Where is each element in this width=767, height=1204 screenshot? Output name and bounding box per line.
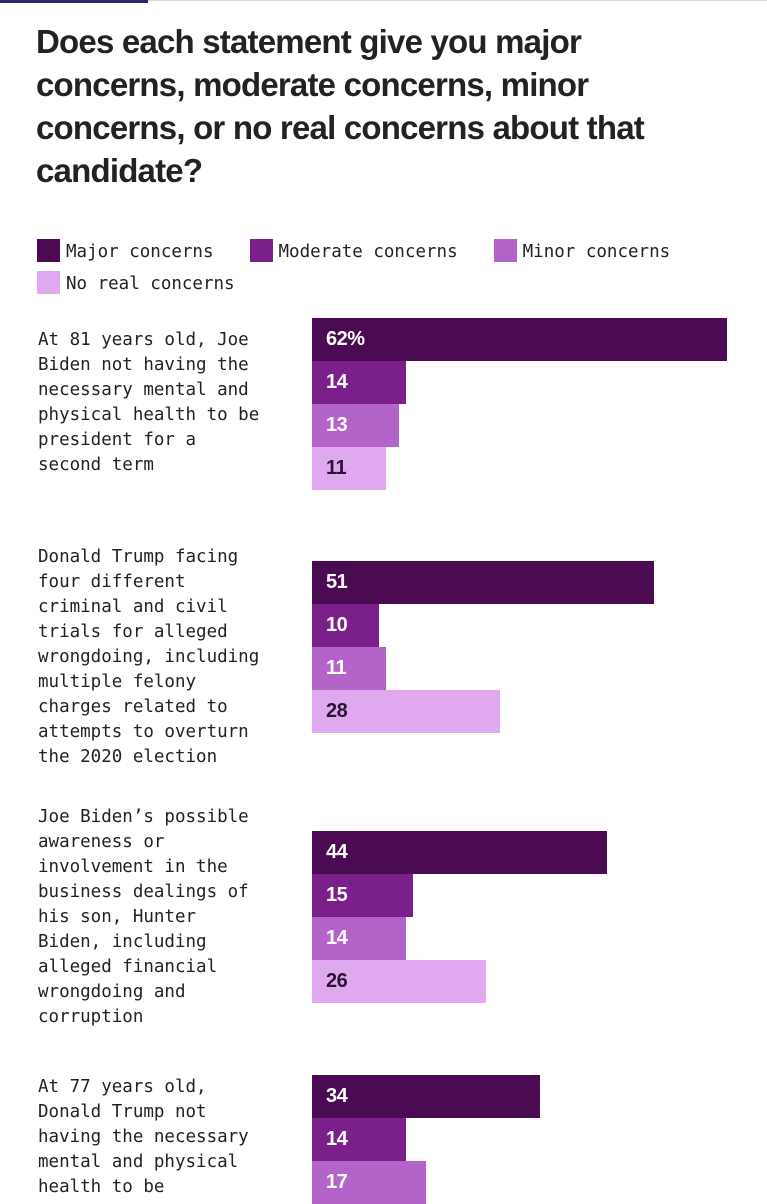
bar-value-label: 11 <box>326 457 347 479</box>
legend-label-major: Major concerns <box>66 242 214 262</box>
bar-moderate: 15 <box>312 874 413 917</box>
bar-value-label: 14 <box>326 927 348 949</box>
legend-label-moderate: Moderate concerns <box>278 242 458 262</box>
bar-value-label: 14 <box>326 371 348 393</box>
bar-none: 11 <box>312 447 386 490</box>
legend-label-minor: Minor concerns <box>522 242 671 262</box>
bar-value-label: 26 <box>326 970 348 992</box>
bar-value-label: 51 <box>326 571 348 593</box>
bar-value-label: 13 <box>326 414 348 436</box>
bar-none: 26 <box>312 960 487 1003</box>
bar-minor: 11 <box>312 647 386 690</box>
bar-moderate: 14 <box>312 1118 406 1161</box>
statement-label: Donald Trump facing four different crimi… <box>38 547 260 767</box>
bar-value-label: 11 <box>326 657 347 679</box>
legend-item-major: Major concerns <box>37 239 214 262</box>
legend-item-minor: Minor concerns <box>493 239 671 262</box>
bar-none: 28 <box>312 690 500 733</box>
legend-item-moderate: Moderate concerns <box>249 239 458 262</box>
bar-value-label: 44 <box>326 841 348 863</box>
top-divider <box>0 0 767 1</box>
bar-value-label: 34 <box>326 1085 348 1107</box>
statement-label: At 81 years old, Joe Biden not having th… <box>38 330 260 475</box>
statement-label: At 77 years old, Donald Trump not having… <box>38 1077 249 1197</box>
chart-title: Does each statement give you major conce… <box>36 23 645 189</box>
legend-swatch-moderate <box>249 239 273 262</box>
statement-label: Joe Biden’s possible awareness or involv… <box>38 807 249 1027</box>
bar-minor: 17 <box>312 1161 426 1204</box>
legend-swatch-major <box>37 239 60 262</box>
legend-item-none: No real concerns <box>37 271 235 294</box>
bar-major: 62% <box>312 318 728 361</box>
bar-value-label: 15 <box>326 884 348 906</box>
bar-value-label: 17 <box>326 1171 348 1193</box>
top-accent-line <box>0 0 148 3</box>
bar-moderate: 10 <box>312 604 379 647</box>
bar-major: 51 <box>312 561 654 604</box>
legend: Major concerns Moderate concerns Minor con… <box>37 236 727 300</box>
bar-major: 44 <box>312 831 607 874</box>
legend-label-none: No real concerns <box>66 274 235 294</box>
bar-value-label: 28 <box>326 700 348 722</box>
bar-value-label: 62% <box>326 328 365 350</box>
legend-swatch-minor <box>493 239 517 262</box>
bar-major: 34 <box>312 1075 540 1118</box>
bar-minor: 14 <box>312 917 406 960</box>
bar-minor: 13 <box>312 404 400 447</box>
bar-value-label: 14 <box>326 1128 348 1150</box>
legend-swatch-none <box>37 271 60 294</box>
bar-value-label: 10 <box>326 614 348 636</box>
bar-moderate: 14 <box>312 361 406 404</box>
